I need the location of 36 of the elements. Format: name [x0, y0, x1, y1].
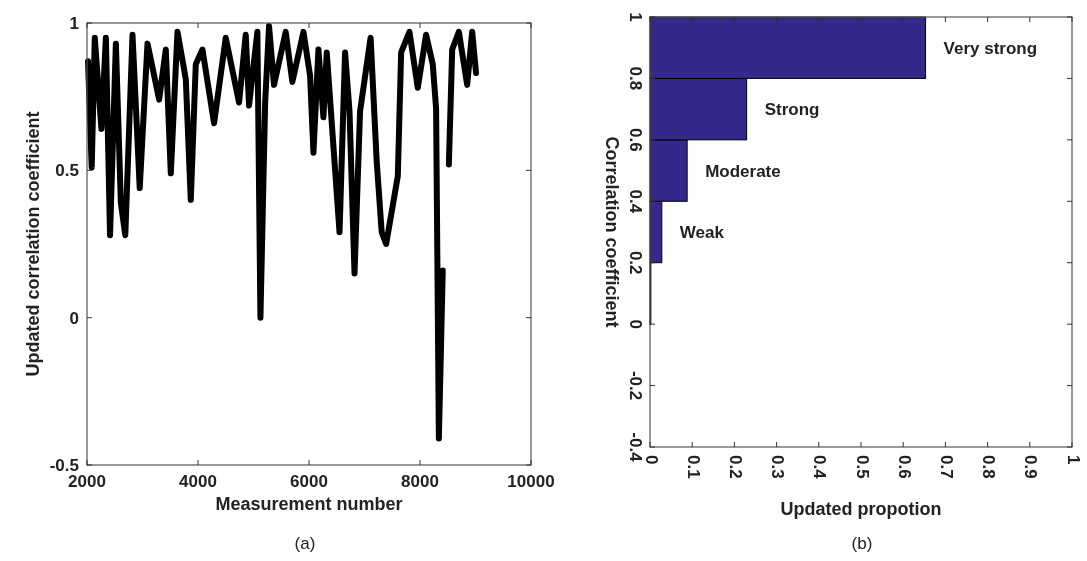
annotation: Weak: [679, 222, 725, 242]
text: (a): [294, 534, 316, 553]
x-tick-label: 0.7: [936, 455, 956, 479]
x-tick-label: 4000: [179, 472, 217, 491]
y-tick-label: 1: [626, 12, 645, 22]
y-tick-label: -0.5: [49, 455, 79, 475]
x-axis-title: Updated propotion: [780, 499, 942, 519]
x-tick-label: 0.3: [768, 455, 788, 479]
x-tick-label: 0.2: [725, 455, 745, 479]
y-tick-label: 0.6: [626, 128, 645, 152]
x-tick-label: 6000: [290, 472, 328, 491]
x-tick-label: 0.5: [852, 455, 872, 479]
y-tick-label: 0.4: [626, 189, 645, 214]
x-tick-label: 0.9: [1021, 455, 1041, 479]
x-tick-label: 1: [1063, 455, 1083, 465]
y-axis-title: Correlation coefficient: [602, 136, 622, 328]
x-tick-label: 8000: [401, 472, 439, 491]
y-tick-label: 0.5: [55, 161, 79, 181]
annotation: Very strong: [943, 38, 1038, 58]
x-tick-label: 10000: [507, 472, 555, 491]
annotation: Moderate: [705, 161, 781, 181]
y-tick-label: 0.2: [626, 250, 645, 275]
x-tick-label: 0.4: [810, 455, 830, 480]
x-tick-label: 0.1: [683, 455, 703, 479]
annotation: Strong: [764, 100, 820, 120]
y-tick-label: 0: [626, 319, 645, 329]
y-tick-label: 0: [69, 308, 79, 328]
x-tick-label: 2000: [68, 472, 106, 491]
y-axis-title: Updated correlation coefficient: [23, 111, 43, 377]
y-tick-label: -0.2: [626, 370, 645, 401]
y-tick-label: 1: [69, 13, 79, 33]
x-tick-label: 0.6: [894, 455, 914, 479]
x-tick-label: 0.8: [979, 455, 999, 479]
y-tick-label: 0.8: [626, 66, 645, 91]
text: (b): [851, 534, 873, 553]
x-axis-title: Measurement number: [215, 494, 403, 514]
